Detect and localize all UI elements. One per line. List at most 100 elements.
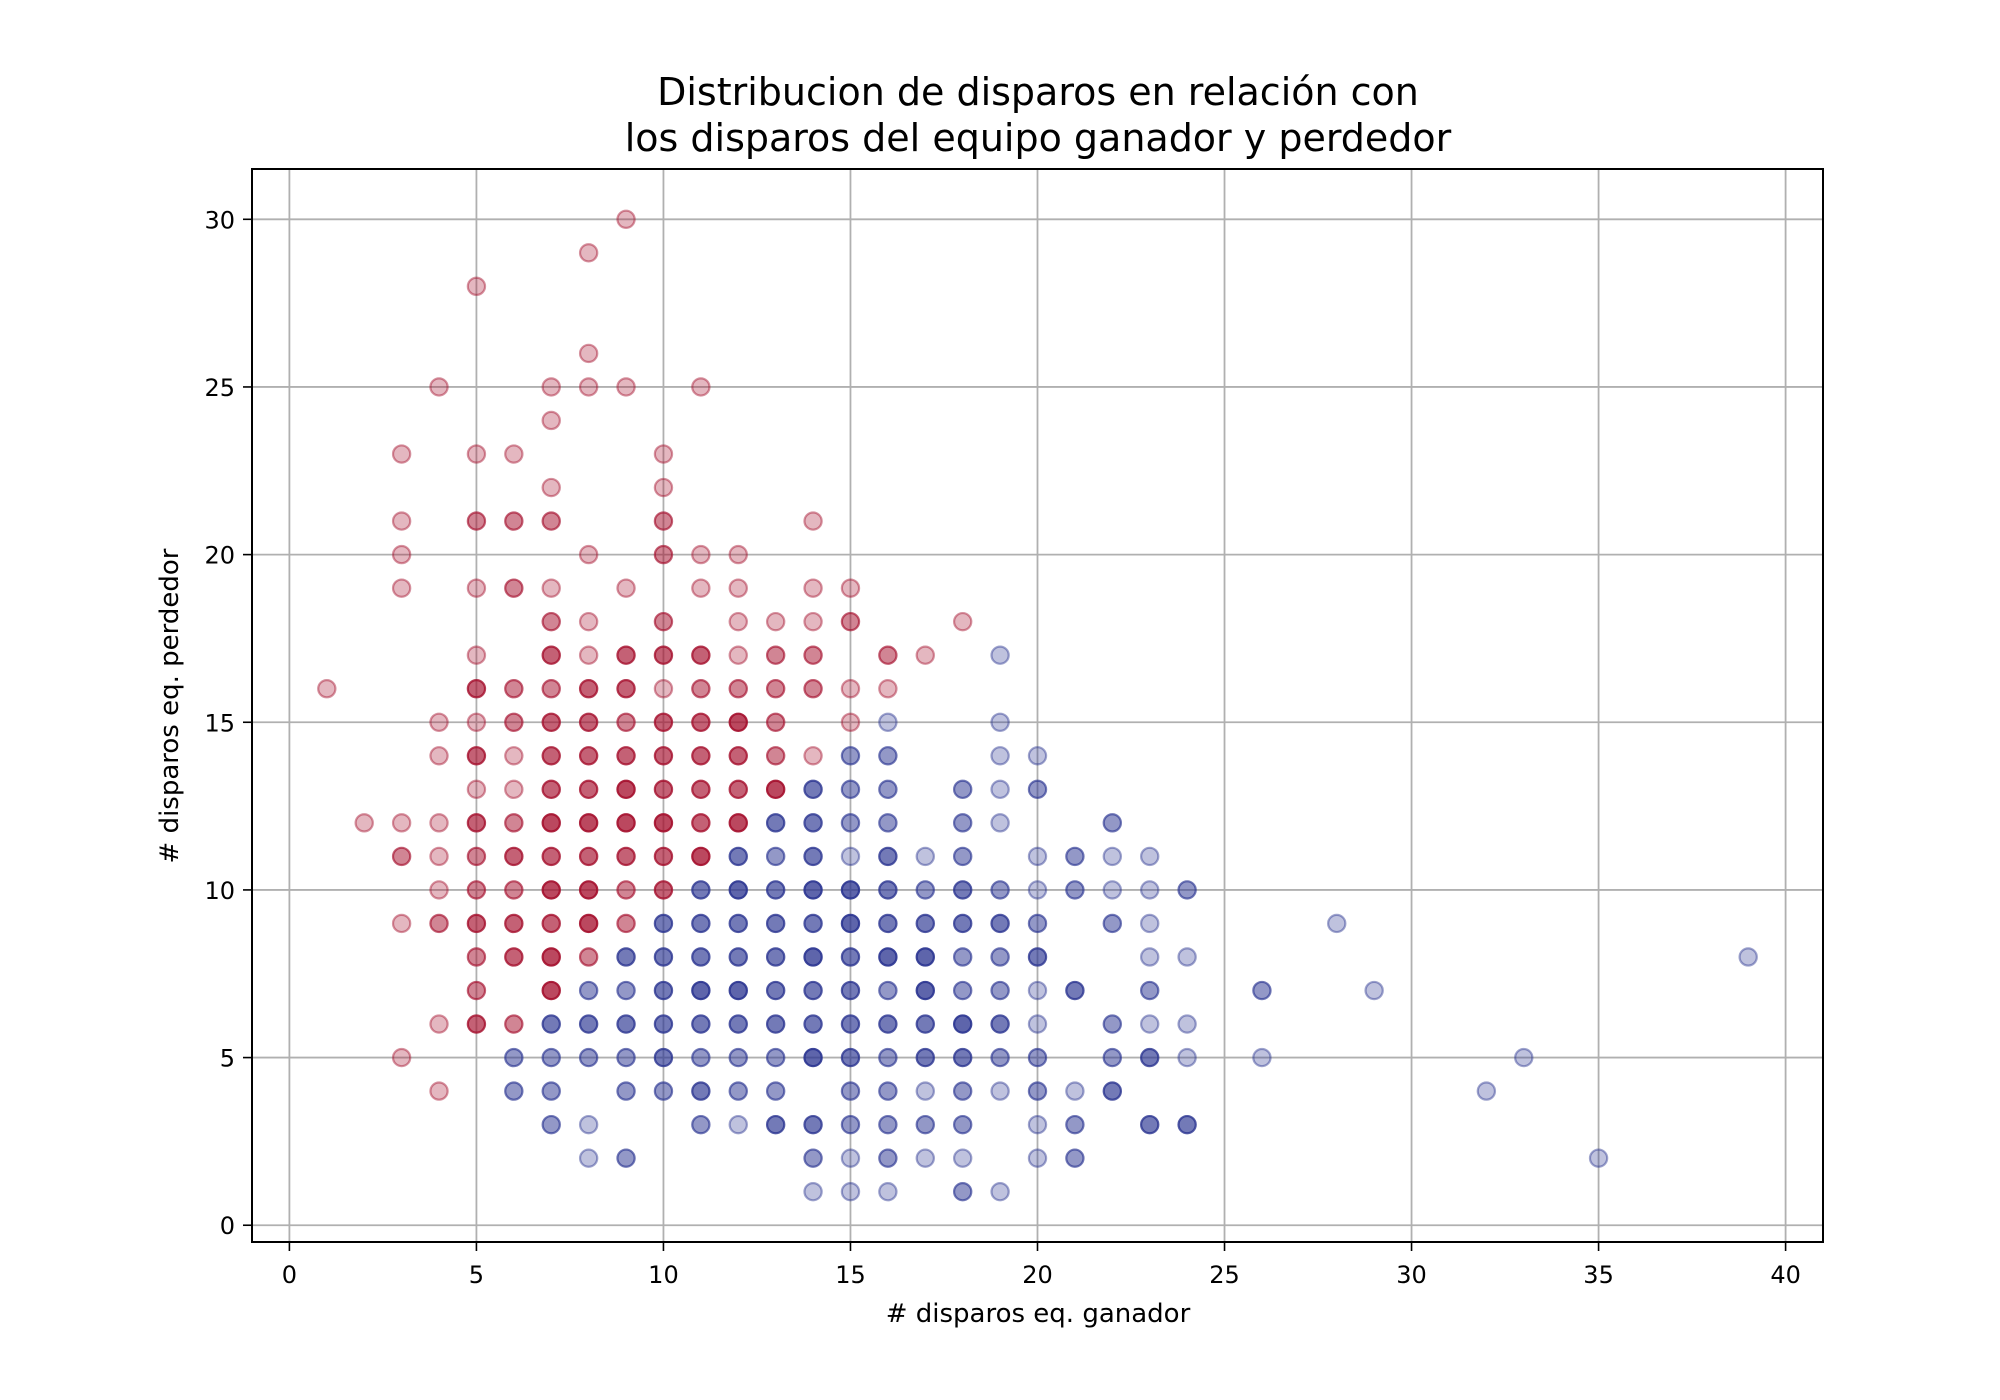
- scatter-point: [653, 846, 674, 867]
- scatter-point: [840, 880, 861, 900]
- scatter-point: [1027, 1081, 1048, 1101]
- scatter-point: [653, 880, 674, 900]
- scatter-point: [541, 880, 561, 900]
- scatter-point: [1102, 846, 1123, 867]
- scatter-point: [1102, 913, 1123, 934]
- scatter-point: [541, 1014, 561, 1034]
- scatter-point: [803, 913, 823, 934]
- scatter-point: [803, 880, 823, 900]
- scatter-point: [616, 1081, 636, 1101]
- scatter-point: [952, 1114, 973, 1135]
- scatter-point: [653, 444, 674, 464]
- scatter-point: [1102, 813, 1123, 833]
- scatter-point: [915, 880, 935, 900]
- scatter-point: [691, 880, 711, 900]
- scatter-point: [578, 679, 599, 699]
- scatter-point: [878, 846, 898, 867]
- x-tick-label: 15: [835, 1261, 866, 1289]
- scatter-point: [990, 1014, 1010, 1034]
- scatter-point: [578, 377, 599, 397]
- scatter-point: [653, 980, 674, 1001]
- scatter-point: [952, 1148, 973, 1168]
- scatter-point: [541, 611, 561, 632]
- scatter-point: [616, 1047, 636, 1068]
- scatter-point: [691, 712, 711, 732]
- scatter-point: [653, 779, 674, 800]
- scatter-point: [429, 913, 449, 934]
- scatter-point: [990, 712, 1010, 732]
- scatter-point: [541, 477, 561, 498]
- scatter-point: [691, 1014, 711, 1034]
- scatter-point: [391, 1047, 412, 1068]
- scatter-point: [803, 679, 823, 699]
- scatter-point: [1027, 880, 1048, 900]
- scatter-point: [541, 779, 561, 800]
- scatter-point: [578, 980, 599, 1001]
- scatter-point: [1252, 980, 1272, 1001]
- scatter-point: [990, 813, 1010, 833]
- scatter-point: [803, 611, 823, 632]
- scatter-point: [765, 1081, 786, 1101]
- scatter-point: [728, 578, 748, 598]
- scatter-point: [1027, 913, 1048, 934]
- scatter-point: [1102, 1081, 1123, 1101]
- scatter-point: [1140, 913, 1160, 934]
- scatter-point: [691, 377, 711, 397]
- scatter-point: [1588, 1148, 1609, 1168]
- scatter-point: [915, 1014, 935, 1034]
- scatter-point: [952, 913, 973, 934]
- scatter-point: [691, 679, 711, 699]
- scatter-point: [952, 1047, 973, 1068]
- scatter-point: [466, 779, 487, 800]
- scatter-point: [1102, 1014, 1123, 1034]
- scatter-point: [578, 947, 599, 967]
- scatter-point: [765, 913, 786, 934]
- scatter-point: [803, 1182, 823, 1202]
- scatter-point: [466, 947, 487, 967]
- y-tick-label: 25: [204, 374, 235, 402]
- scatter-point: [765, 813, 786, 833]
- scatter-point: [878, 913, 898, 934]
- x-tick-label: 0: [282, 1261, 297, 1289]
- scatter-point: [1027, 980, 1048, 1001]
- scatter-point: [915, 947, 935, 967]
- scatter-point: [466, 1014, 487, 1034]
- scatter-point: [765, 746, 786, 766]
- scatter-point: [466, 846, 487, 867]
- scatter-point: [391, 511, 412, 531]
- scatter-point: [840, 1047, 861, 1068]
- scatter-point: [541, 746, 561, 766]
- scatter-point: [990, 746, 1010, 766]
- scatter-point: [840, 1081, 861, 1101]
- scatter-point: [466, 645, 487, 665]
- scatter-point: [728, 1047, 748, 1068]
- scatter-point: [504, 712, 524, 732]
- scatter-point: [990, 913, 1010, 934]
- scatter-point: [1065, 880, 1085, 900]
- scatter-point: [915, 980, 935, 1001]
- scatter-point: [990, 947, 1010, 967]
- scatter-point: [691, 1114, 711, 1135]
- scatter-point: [653, 712, 674, 732]
- scatter-point: [1027, 1014, 1048, 1034]
- scatter-point: [578, 611, 599, 632]
- scatter-point: [1065, 980, 1085, 1001]
- scatter-point: [578, 1148, 599, 1168]
- scatter-point: [616, 377, 636, 397]
- scatter-point: [578, 645, 599, 665]
- scatter-point: [728, 712, 748, 732]
- scatter-point: [466, 913, 487, 934]
- scatter-point: [803, 980, 823, 1001]
- scatter-point: [1364, 980, 1384, 1001]
- scatter-point: [728, 779, 748, 800]
- scatter-point: [1177, 880, 1197, 900]
- x-axis-label: # disparos eq. ganador: [886, 1299, 1191, 1329]
- scatter-point: [803, 947, 823, 967]
- scatter-point: [728, 880, 748, 900]
- scatter-point: [728, 645, 748, 665]
- scatter-point: [765, 779, 786, 800]
- scatter-point: [878, 947, 898, 967]
- scatter-point: [878, 1014, 898, 1034]
- scatter-point: [504, 813, 524, 833]
- scatter-point: [616, 645, 636, 665]
